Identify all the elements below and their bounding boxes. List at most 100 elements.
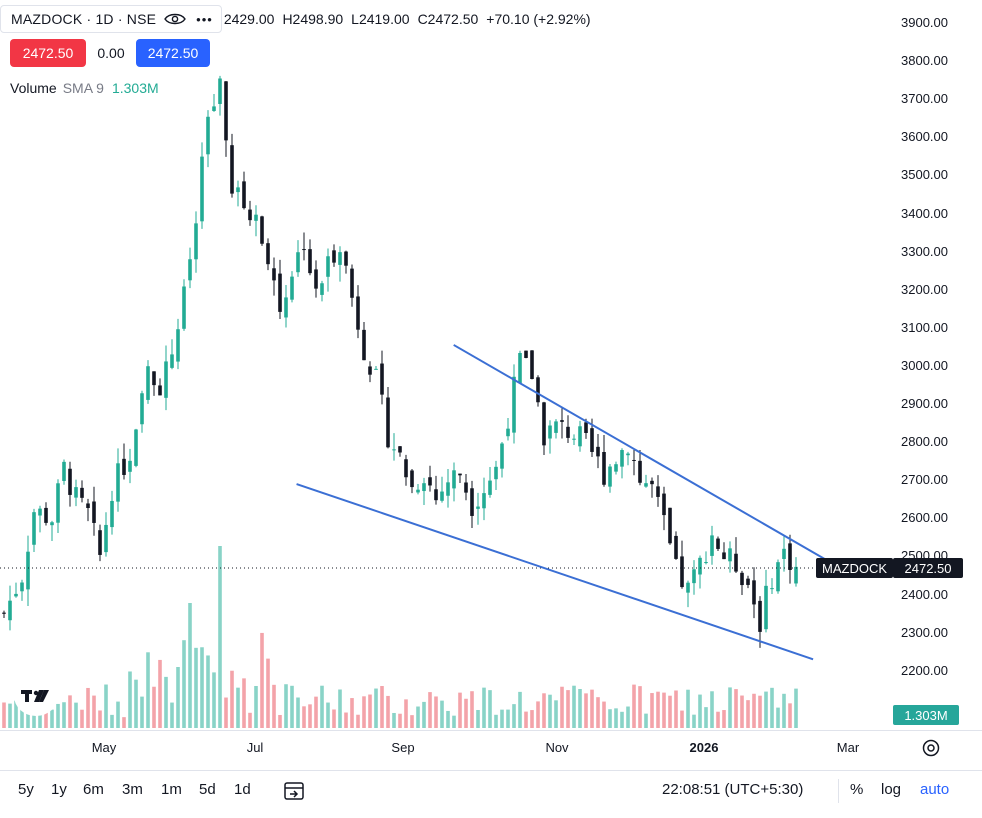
price-axis[interactable]: 3900.00 3800.00 3700.00 3600.00 3500.00 3400.… — [893, 0, 982, 730]
volume-bar — [422, 701, 426, 728]
candle — [770, 578, 774, 595]
candle — [356, 285, 360, 339]
candle — [260, 215, 264, 246]
candle — [656, 475, 660, 507]
volume-bar — [128, 671, 132, 728]
timeframe-button[interactable]: 1d — [234, 781, 251, 798]
volume-bar — [374, 688, 378, 728]
volume-bar — [632, 684, 636, 728]
candle — [68, 461, 72, 507]
candle — [710, 525, 714, 565]
timeframe-button[interactable]: 6m — [83, 781, 104, 798]
candle — [734, 537, 738, 573]
y-axis-label: 3500.00 — [901, 167, 948, 183]
volume-bar — [236, 687, 240, 728]
volume-bar — [320, 685, 324, 728]
volume-bar — [734, 689, 738, 728]
trendline-lower[interactable] — [296, 483, 814, 661]
clock-time[interactable]: 22:08:51 (UTC+5:30) — [662, 781, 804, 798]
candle — [650, 477, 654, 498]
volume-bar — [668, 695, 672, 728]
auto-toggle[interactable]: auto — [920, 781, 950, 798]
volume-bar — [530, 710, 534, 728]
candle — [542, 401, 546, 456]
candle — [92, 486, 96, 536]
high-value: H2498.90 — [282, 11, 344, 27]
timeframe-button[interactable]: 5d — [199, 781, 216, 798]
volume-value: 1.303M — [111, 80, 159, 96]
candle — [602, 435, 606, 487]
volume-bar — [110, 714, 114, 728]
timeframe-button[interactable]: 1y — [51, 781, 67, 798]
volume-bar — [212, 672, 216, 728]
candle — [80, 480, 84, 503]
volume-bar — [314, 696, 318, 728]
volume-bar — [554, 700, 558, 728]
x-axis-label: Mar — [836, 740, 860, 755]
volume-bar — [308, 704, 312, 728]
date-range-icon[interactable] — [282, 779, 306, 803]
candle — [176, 318, 180, 370]
open-value: 2429.00 — [223, 11, 275, 27]
y-axis-label: 2600.00 — [901, 510, 948, 526]
volume-bar — [536, 701, 540, 728]
candle — [242, 171, 246, 210]
buy-button[interactable]: 2472.50 — [136, 39, 210, 67]
time-axis[interactable]: May Jul Sep Nov 2026 Mar — [0, 730, 982, 761]
candle — [422, 477, 426, 506]
volume-bar — [596, 697, 600, 728]
candle — [344, 250, 348, 274]
tradingview-logo-icon[interactable] — [14, 676, 58, 716]
trendline-upper[interactable] — [453, 344, 828, 562]
candle — [686, 580, 690, 608]
volume-bar — [644, 713, 648, 728]
symbol-title[interactable]: MAZDOCK · 1D · NSE ••• — [0, 5, 222, 33]
candle — [212, 94, 216, 112]
candle — [578, 420, 582, 452]
candle — [98, 524, 102, 562]
volume-value-tag: 1.303M — [893, 705, 959, 725]
candle — [284, 285, 288, 328]
volume-sma-label: SMA 9 — [62, 80, 104, 96]
volume-bar — [248, 712, 252, 728]
volume-bar — [578, 688, 582, 728]
percent-toggle[interactable]: % — [850, 781, 864, 798]
volume-bar — [326, 702, 330, 728]
candle — [278, 259, 282, 319]
timeframe-button[interactable]: 3m — [122, 781, 143, 798]
candle — [452, 462, 456, 502]
candle — [752, 567, 756, 619]
sell-button[interactable]: 2472.50 — [10, 39, 86, 67]
y-axis-label: 3100.00 — [901, 319, 948, 335]
timeframe-button[interactable]: 1m — [161, 781, 182, 798]
candle — [272, 257, 276, 296]
volume-bar — [542, 693, 546, 728]
candle — [206, 110, 210, 168]
volume-bar — [392, 712, 396, 728]
settings-icon[interactable] — [921, 738, 941, 758]
price-chart[interactable] — [0, 0, 893, 730]
candle — [152, 371, 156, 396]
more-icon[interactable]: ••• — [196, 11, 213, 27]
volume-bar — [86, 687, 90, 728]
timeframe-button[interactable]: 5y — [18, 781, 34, 798]
candle — [716, 536, 720, 551]
trendlines[interactable] — [296, 344, 828, 661]
chart-header: MAZDOCK · 1D · NSE ••• 2429.00 H2498.90 L2… — [0, 5, 599, 33]
volume-bar — [368, 694, 372, 728]
eye-icon[interactable] — [164, 12, 187, 26]
volume-bar — [398, 713, 402, 728]
log-toggle[interactable]: log — [881, 781, 902, 798]
volume-bar — [746, 700, 750, 728]
y-axis-label: 2300.00 — [901, 624, 948, 640]
volume-bar — [518, 691, 522, 728]
volume-bar — [284, 684, 288, 728]
volume-bar — [200, 647, 204, 728]
volume-legend[interactable]: Volume SMA 9 1.303M — [10, 80, 159, 96]
volume-bar — [494, 714, 498, 728]
candle — [236, 180, 240, 207]
x-axis-label: Sep — [391, 740, 415, 755]
volume-bar — [458, 692, 462, 728]
candle — [14, 582, 18, 598]
candle — [596, 434, 600, 469]
